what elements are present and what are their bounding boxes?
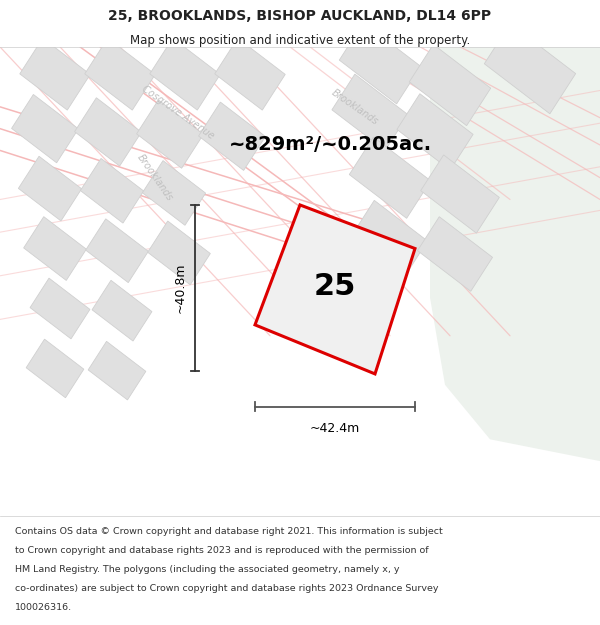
Polygon shape <box>397 94 473 170</box>
Polygon shape <box>199 102 265 171</box>
Text: Map shows position and indicative extent of the property.: Map shows position and indicative extent… <box>130 34 470 47</box>
Polygon shape <box>23 217 86 281</box>
Polygon shape <box>88 341 146 400</box>
Polygon shape <box>19 156 82 221</box>
Polygon shape <box>20 38 90 110</box>
Text: 25: 25 <box>314 272 356 301</box>
Polygon shape <box>86 219 148 282</box>
Polygon shape <box>352 201 428 275</box>
Polygon shape <box>148 221 211 285</box>
Polygon shape <box>339 22 421 104</box>
Polygon shape <box>137 100 203 168</box>
Polygon shape <box>85 38 155 110</box>
Text: to Crown copyright and database rights 2023 and is reproduced with the permissio: to Crown copyright and database rights 2… <box>15 546 428 555</box>
Text: Cosgrove Avenue: Cosgrove Avenue <box>140 84 216 141</box>
Polygon shape <box>215 38 285 110</box>
Polygon shape <box>30 278 90 339</box>
Text: Brooklands: Brooklands <box>135 152 175 203</box>
Polygon shape <box>430 47 600 461</box>
Polygon shape <box>80 159 143 223</box>
Polygon shape <box>332 74 408 151</box>
Text: 25, BROOKLANDS, BISHOP AUCKLAND, DL14 6PP: 25, BROOKLANDS, BISHOP AUCKLAND, DL14 6P… <box>109 9 491 23</box>
Polygon shape <box>142 161 206 225</box>
Polygon shape <box>150 38 220 110</box>
Polygon shape <box>484 24 575 114</box>
Polygon shape <box>74 98 142 166</box>
Polygon shape <box>11 94 79 162</box>
Text: Contains OS data © Crown copyright and database right 2021. This information is : Contains OS data © Crown copyright and d… <box>15 526 443 536</box>
Polygon shape <box>26 339 84 398</box>
Text: ~40.8m: ~40.8m <box>174 262 187 313</box>
Text: co-ordinates) are subject to Crown copyright and database rights 2023 Ordnance S: co-ordinates) are subject to Crown copyr… <box>15 584 439 593</box>
Text: ~42.4m: ~42.4m <box>310 422 360 435</box>
Polygon shape <box>92 281 152 341</box>
Text: 100026316.: 100026316. <box>15 603 72 612</box>
Polygon shape <box>255 205 415 374</box>
Polygon shape <box>418 217 493 291</box>
Text: HM Land Registry. The polygons (including the associated geometry, namely x, y: HM Land Registry. The polygons (includin… <box>15 565 400 574</box>
Polygon shape <box>349 137 431 218</box>
Polygon shape <box>421 155 499 233</box>
Text: Brooklands: Brooklands <box>330 87 380 127</box>
Polygon shape <box>409 44 491 126</box>
Text: ~829m²/~0.205ac.: ~829m²/~0.205ac. <box>229 136 431 154</box>
